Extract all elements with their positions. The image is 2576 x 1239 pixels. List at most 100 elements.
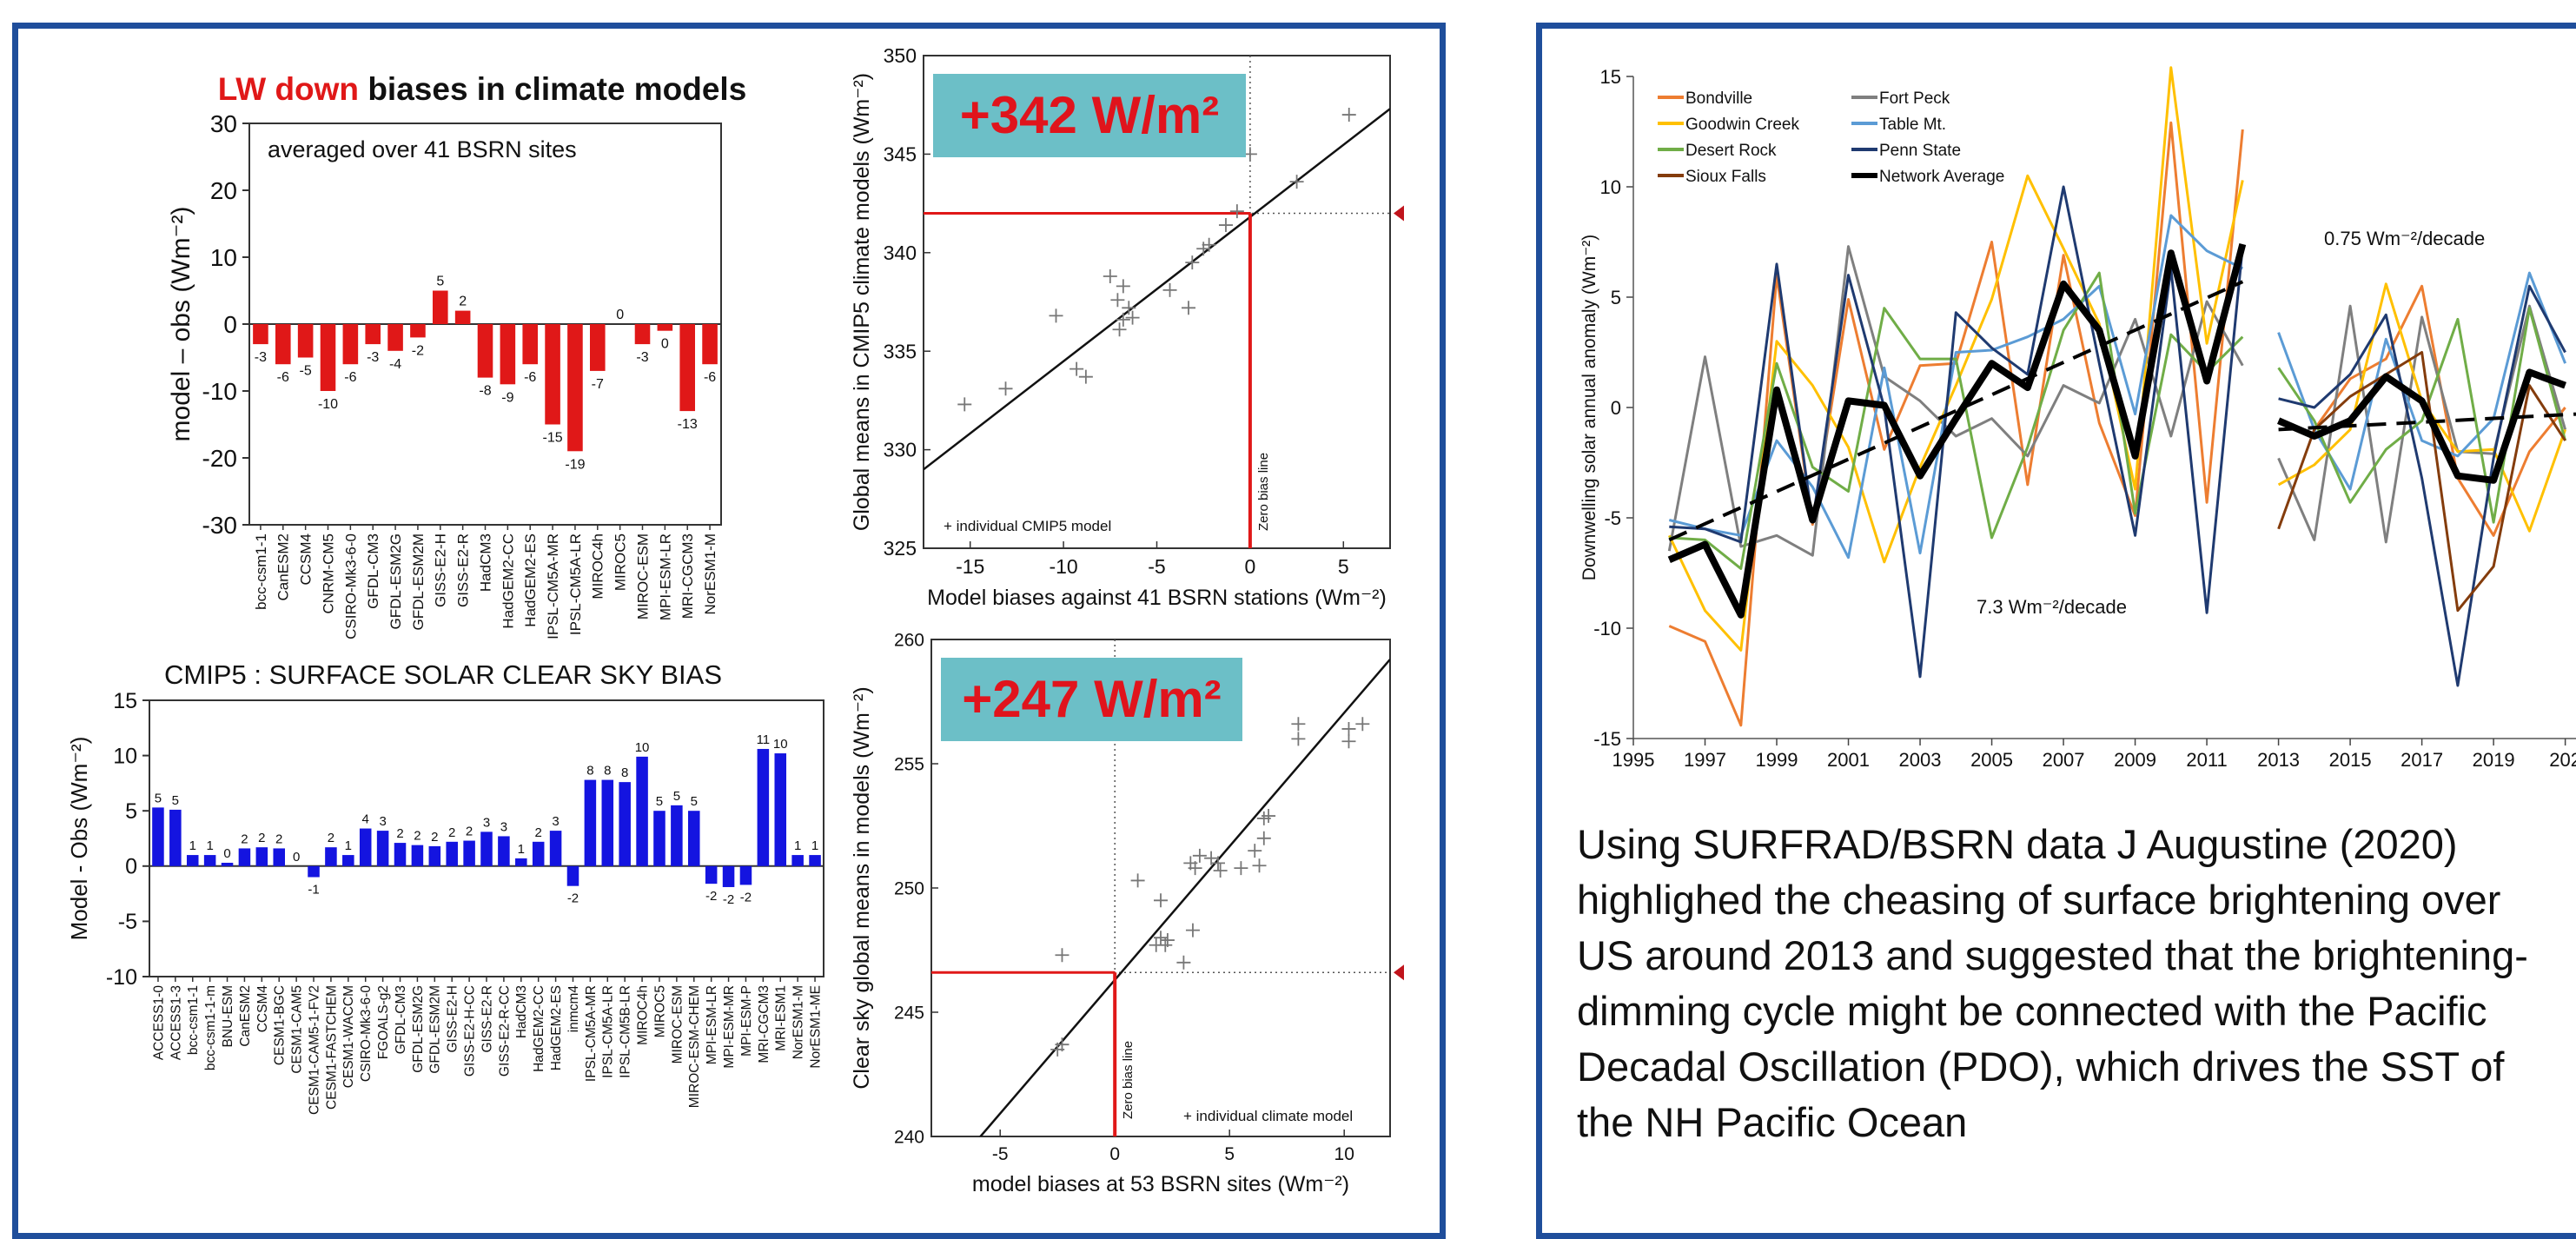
sw-scatter-y-axis-label: Clear sky global means in models (Wm⁻²) xyxy=(850,686,874,1089)
sw-bar xyxy=(222,863,234,866)
sw-category-label: CCSM4 xyxy=(255,985,270,1033)
sw-bar xyxy=(498,836,510,865)
sw-y-tick-label: 0 xyxy=(125,855,137,879)
sw-bar xyxy=(394,843,407,866)
sw-scatter-x-tick-label: -5 xyxy=(992,1144,1009,1164)
sw-scatter-y-tick-label: 240 xyxy=(894,1127,924,1147)
sw-bar xyxy=(308,866,320,878)
sw-category-label: bcc-csm1-1 xyxy=(186,985,201,1055)
lw-y-tick-label: 10 xyxy=(210,244,237,271)
lw-data-label: -9 xyxy=(501,390,513,405)
sw-data-label: 3 xyxy=(500,819,507,834)
lw-scatter-fit-line xyxy=(924,109,1390,469)
sw-category-label: NorESM1-M xyxy=(791,985,806,1059)
sw-y-axis-label: Model - Obs (Wm⁻²) xyxy=(66,737,92,941)
lw-scatter-data-point xyxy=(1163,283,1177,297)
surfrad-trend1-label: 7.3 Wm⁻²/decade xyxy=(1977,596,2127,618)
sw-category-label: GISS-E2-R xyxy=(480,985,494,1053)
sw-category-label: GISS-E2-H xyxy=(446,985,460,1053)
sw-data-label: 10 xyxy=(773,737,788,752)
sw-scatter-data-point xyxy=(1186,924,1200,938)
sw-data-label: 4 xyxy=(362,812,369,827)
lw-category-label: MRI-CGCM3 xyxy=(679,533,696,619)
lw-scatter-data-point xyxy=(1219,218,1233,232)
lw-scatter-x-tick-label: 5 xyxy=(1338,555,1349,578)
lw-y-tick-label: -10 xyxy=(202,378,237,405)
sw-bar xyxy=(758,749,770,866)
sw-bar xyxy=(533,842,545,866)
sw-category-label: MIROC-ESM-CHEM xyxy=(687,985,702,1108)
sw-scatter-data-point xyxy=(1234,861,1248,875)
lw-bar xyxy=(658,324,673,331)
lw-scatter-y-axis-label: Global means in CMIP5 climate models (Wm… xyxy=(850,73,874,531)
lw-data-label: 2 xyxy=(459,295,467,309)
sw-data-label: 8 xyxy=(604,764,611,779)
sw-bar xyxy=(273,848,285,865)
sw-data-label: 2 xyxy=(466,825,473,839)
lw-category-label: MPI-ESM-LR xyxy=(657,533,673,620)
sw-bar xyxy=(653,811,666,866)
surfrad-x-tick-label: 1995 xyxy=(1612,749,1655,771)
lw-y-axis-label: model – obs (Wm⁻²) xyxy=(167,207,195,442)
sw-data-label: 8 xyxy=(586,764,593,779)
lw-category-label: GISS-E2-R xyxy=(455,533,472,607)
sw-scatter-data-point xyxy=(1193,849,1207,863)
sw-category-label: HadGEM2-ES xyxy=(549,985,564,1070)
caption-line: the NH Pacific Ocean xyxy=(1577,1095,2559,1150)
sw-scatter-data-point xyxy=(1341,722,1355,736)
sw-category-label: inmcm4 xyxy=(566,985,581,1033)
sw-category-label: MPI-ESM-MR xyxy=(722,985,737,1069)
lw-scatter-y-tick-label: 345 xyxy=(884,142,917,165)
sw-scatter-zero-bias-label: Zero bias line xyxy=(1121,1041,1136,1119)
lw-scatter-x-tick-label: 0 xyxy=(1245,555,1256,578)
surfrad-x-tick-label: 2017 xyxy=(2401,749,2443,771)
sw-category-label: ACCESS1-0 xyxy=(151,985,166,1061)
lw-data-label: -3 xyxy=(367,350,379,365)
lw-scatter-data-point xyxy=(1116,313,1130,327)
sw-data-label: 10 xyxy=(635,740,650,755)
sw-data-label: 5 xyxy=(656,794,663,809)
sw-data-label: 2 xyxy=(258,831,265,845)
lw-category-label: CCSM4 xyxy=(298,533,315,586)
sw-category-label: GFDL-CM3 xyxy=(394,985,408,1054)
lw-category-label: IPSL-CM5A-LR xyxy=(567,533,584,635)
lw-scatter-data-point xyxy=(1050,308,1063,322)
lw-bar xyxy=(433,291,448,325)
lw-category-label: CanESM2 xyxy=(275,533,292,600)
lw-scatter-y-tick-label: 325 xyxy=(884,537,917,560)
sw-y-tick-label: 15 xyxy=(113,689,137,713)
sw-bar xyxy=(723,866,735,887)
sw-category-label: MPI-ESM-P xyxy=(739,985,754,1057)
sw-scatter-data-point xyxy=(1355,717,1369,731)
lw-scatter-legend: + individual CMIP5 model xyxy=(944,518,1111,534)
surfrad-legend-label: Goodwin Creek xyxy=(1685,116,1799,134)
sw-category-label: HadGEM2-CC xyxy=(532,985,546,1072)
lw-data-label: 0 xyxy=(616,308,624,322)
lw-bar xyxy=(545,324,560,425)
sw-bar xyxy=(446,842,458,866)
sw-category-label: MRI-ESM1 xyxy=(774,985,789,1051)
sw-scatter-x-tick-label: 0 xyxy=(1109,1144,1120,1164)
surfrad-legend-label: Table Mt. xyxy=(1879,116,1946,134)
lw-scatter-data-point xyxy=(1103,269,1117,283)
lw-scatter-data-point xyxy=(1069,362,1083,376)
surfrad-y-axis-label: Downwelling solar annual anomaly (Wm⁻²) xyxy=(1579,235,1599,581)
sw-scatter-y-tick-label: 260 xyxy=(894,630,924,650)
lw-data-label: -2 xyxy=(412,343,424,358)
sw-data-label: 0 xyxy=(223,846,230,861)
sw-scatter-data-point xyxy=(1154,893,1168,907)
sw-data-label: 2 xyxy=(328,831,334,845)
lw-scatter-x-tick-label: -5 xyxy=(1148,555,1165,578)
lw-bar xyxy=(321,324,336,391)
sw-bar xyxy=(463,841,475,866)
sw-bar xyxy=(377,831,389,866)
surfrad-legend-label: Penn State xyxy=(1879,142,1961,160)
lw-category-label: HadCM3 xyxy=(477,533,493,592)
sw-scatter-y-tick-label: 255 xyxy=(894,754,924,774)
sw-data-label: 0 xyxy=(293,850,300,865)
lw-bar xyxy=(455,311,471,324)
surfrad-x-tick-label: 1999 xyxy=(1756,749,1798,771)
sw-data-label: 1 xyxy=(811,838,818,853)
sw-y-tick-label: -10 xyxy=(106,965,137,990)
sw-category-label: MIROC4h xyxy=(636,985,651,1045)
